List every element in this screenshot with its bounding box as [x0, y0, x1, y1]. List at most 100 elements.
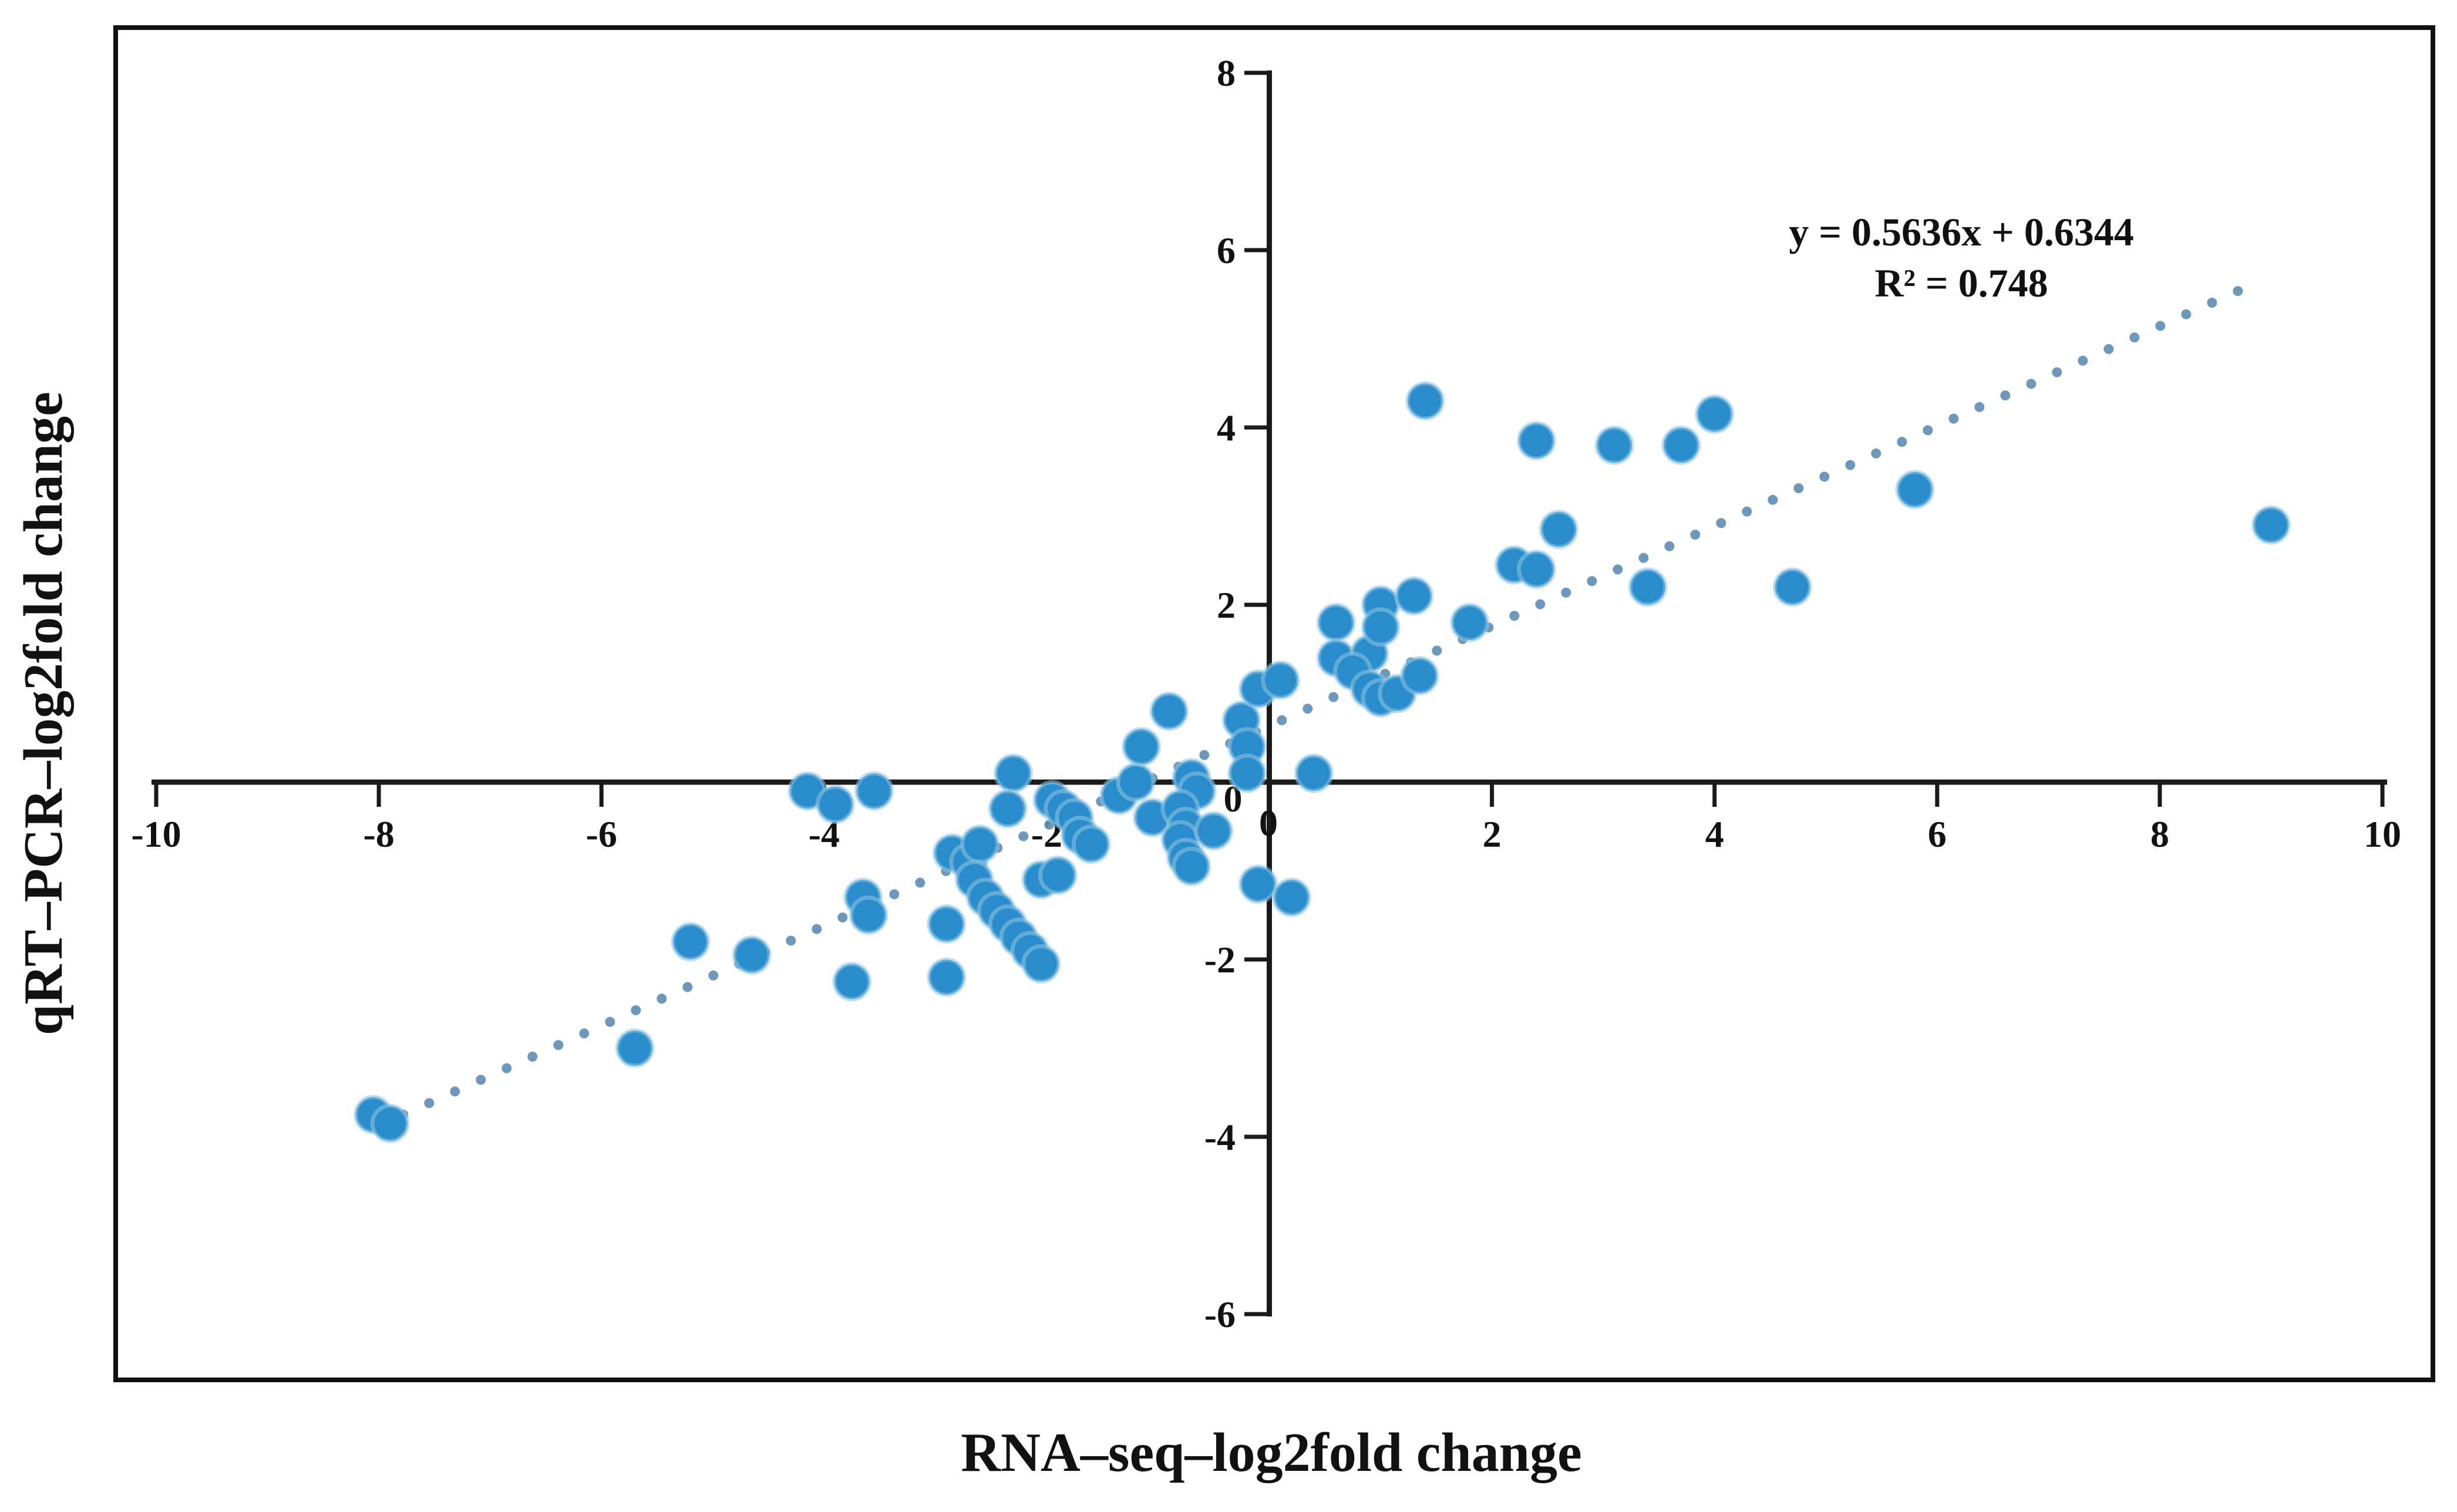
trend-dot [1328, 692, 1339, 702]
data-point [1628, 567, 1668, 607]
y-tick-label: 4 [1217, 407, 1236, 449]
trend-dot [837, 912, 848, 922]
data-point [1261, 660, 1300, 700]
x-axis-title: RNA–seq–log2fold change [961, 1422, 1582, 1483]
trend-dot [1587, 576, 1597, 587]
trend-dot [631, 1005, 641, 1015]
trendline-equation: y = 0.5636x + 0.6344 [1789, 210, 2134, 254]
x-tick-label: -6 [586, 813, 617, 855]
trend-dot [1871, 448, 1882, 459]
data-point [1227, 753, 1267, 793]
y-tick-label: -6 [1204, 1294, 1236, 1335]
y-tick-label-zero: 0 [1259, 802, 1278, 844]
trend-dot [2129, 332, 2140, 343]
y-axis-title: qRT–PCR–log2fold change [13, 392, 74, 1035]
trend-dot [1432, 645, 1442, 656]
trend-dot [1302, 703, 1313, 714]
x-tick-label: 8 [2150, 813, 2169, 855]
trend-dot [1819, 472, 1830, 482]
trend-dot [812, 924, 822, 934]
trend-dot [657, 994, 667, 1004]
trend-dot [1613, 564, 1623, 575]
data-point [1271, 877, 1311, 917]
data-point [1149, 691, 1189, 731]
data-point [1238, 864, 1278, 904]
data-point [2251, 505, 2291, 545]
trend-dot [424, 1098, 435, 1109]
trend-dot [2026, 379, 2037, 389]
data-point [927, 957, 967, 997]
trend-dot [1664, 541, 1675, 551]
data-point [732, 935, 772, 975]
plot-border [113, 25, 2435, 1382]
data-point [1594, 425, 1634, 465]
data-point [927, 904, 967, 944]
data-point [1316, 602, 1356, 642]
data-point [1516, 421, 1556, 461]
x-tick-label: 4 [1705, 813, 1724, 855]
y-tick-label: -4 [1204, 1116, 1236, 1158]
x-tick-label: 10 [2364, 813, 2401, 855]
trend-dot [1199, 750, 1210, 760]
x-tick-label: 2 [1483, 813, 1502, 855]
trend-dot [2181, 309, 2192, 319]
trend-dot [1638, 553, 1649, 563]
trend-dot [1845, 460, 1856, 470]
y-tick-label: -2 [1204, 939, 1236, 981]
trend-dot [450, 1086, 460, 1097]
trend-dot [527, 1052, 538, 1062]
trend-dot [1509, 611, 1520, 621]
data-point [1772, 567, 1812, 607]
data-point [1695, 394, 1735, 434]
trend-dot [1948, 413, 1959, 424]
trend-dot [682, 982, 693, 992]
data-point [1172, 847, 1211, 886]
data-point [1294, 753, 1334, 793]
trend-dot [1716, 518, 1726, 528]
trend-dot [1974, 402, 1985, 412]
data-point [671, 922, 711, 962]
data-point [1361, 607, 1401, 647]
trend-dot [2052, 367, 2062, 378]
trend-dot [1768, 494, 1778, 505]
data-point [960, 824, 1000, 864]
trend-dot [2078, 355, 2088, 366]
trend-dot [476, 1075, 486, 1085]
data-point [815, 784, 855, 824]
trend-dot [1897, 437, 1907, 447]
data-point [1516, 550, 1556, 590]
data-point [854, 771, 894, 811]
data-point [849, 895, 888, 935]
trend-dot [1535, 599, 1546, 609]
data-point [370, 1103, 410, 1143]
data-point [615, 1028, 655, 1068]
data-point [1405, 381, 1445, 421]
trend-dot [708, 970, 719, 981]
trend-dot [605, 1016, 615, 1027]
trend-dot [1923, 425, 1933, 436]
x-tick-label: 6 [1928, 813, 1947, 855]
trend-dot [889, 889, 900, 900]
trend-dot [1277, 715, 1287, 726]
data-point [1122, 727, 1161, 767]
trendline-r-squared: R² = 0.748 [1874, 261, 2048, 305]
data-point [1038, 856, 1078, 895]
data-point [1116, 762, 1156, 802]
data-point [832, 962, 872, 1002]
trend-dot [2000, 390, 2011, 400]
x-tick-label: -10 [131, 813, 181, 855]
trend-dot [2233, 286, 2243, 297]
data-point [1071, 824, 1111, 864]
data-point [1661, 425, 1701, 465]
trend-dot [579, 1028, 590, 1039]
trend-dot [1690, 530, 1701, 540]
y-tick-label: 6 [1217, 230, 1236, 271]
data-point [1399, 656, 1439, 696]
trend-dot [1561, 587, 1571, 598]
trend-dot [1793, 483, 1804, 493]
x-tick-label: -8 [363, 813, 394, 855]
data-point [1539, 510, 1578, 550]
y-tick-label: 8 [1217, 52, 1236, 94]
